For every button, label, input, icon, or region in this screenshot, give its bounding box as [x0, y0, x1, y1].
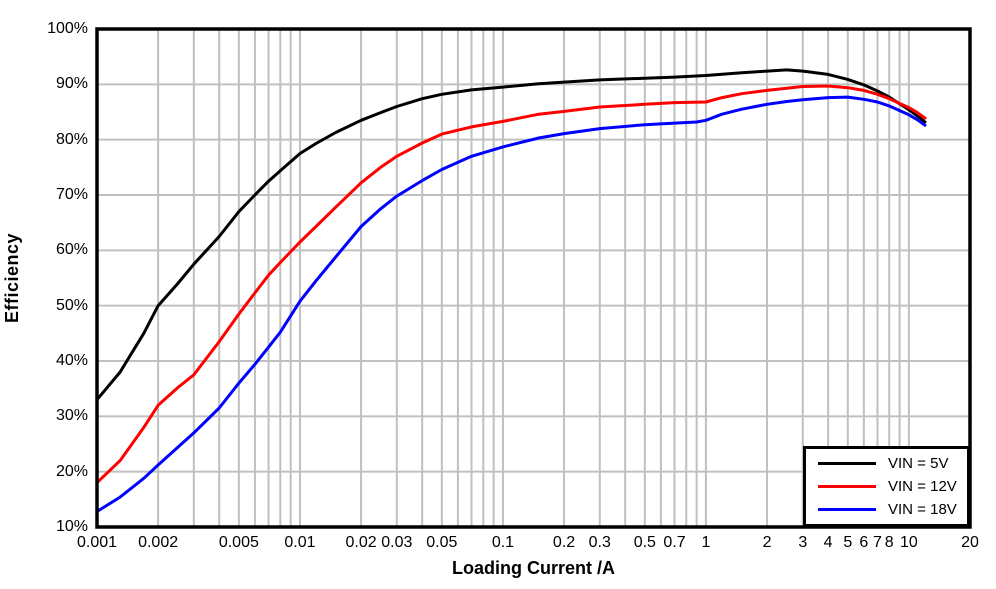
legend-item: VIN = 12V	[818, 478, 967, 495]
y-tick-label: 20%	[55, 462, 88, 480]
y-tick-label: 30%	[55, 407, 88, 425]
x-tick-label: 0.1	[491, 534, 515, 551]
x-tick-label: 20	[961, 534, 979, 551]
y-tick-label: 90%	[55, 75, 88, 93]
plot-frame	[95, 27, 972, 529]
legend-line-swatch	[818, 462, 876, 465]
legend-item-label: VIN = 5V	[888, 455, 949, 472]
x-tick-label: 5	[843, 534, 853, 551]
x-axis-title: Loading Current /A	[452, 558, 615, 578]
y-tick-label: 40%	[55, 352, 88, 369]
y-tick-label: 80%	[55, 130, 88, 148]
y-tick-label: 50%	[55, 296, 88, 314]
x-tick-label: 0.03	[381, 534, 413, 551]
x-tick-label: 1	[701, 534, 711, 551]
legend: VIN = 5V VIN = 12V VIN = 18V	[803, 446, 970, 527]
y-axis-title: Efficiency	[2, 232, 22, 324]
x-tick-label: 8	[884, 534, 894, 551]
x-tick-label: 0.002	[138, 534, 179, 551]
legend-item: VIN = 5V	[818, 455, 967, 472]
y-tick-label: 60%	[55, 241, 88, 259]
series-line-0	[95, 68, 927, 402]
y-tick-label: 100%	[47, 20, 88, 37]
x-tick-label: 0.7	[663, 534, 686, 551]
x-tick-label: 6	[859, 534, 869, 551]
x-tick-label: 0.2	[552, 534, 576, 551]
x-tick-label: 0.05	[426, 534, 458, 551]
legend-line-swatch	[818, 485, 876, 488]
x-tick-label: 0.3	[588, 534, 611, 551]
x-tick-label: 3	[798, 534, 808, 551]
x-tick-label: 0.01	[284, 534, 316, 551]
y-tick-label: 70%	[55, 186, 88, 203]
x-tick-label: 0.5	[633, 534, 656, 551]
legend-item: VIN = 18V	[818, 501, 967, 518]
y-tick-label: 10%	[55, 518, 88, 535]
legend-item-label: VIN = 12V	[888, 478, 957, 495]
legend-item-label: VIN = 18V	[888, 501, 957, 518]
x-tick-label: 0.02	[345, 534, 377, 551]
x-tick-label: 2	[762, 534, 772, 551]
series-line-1	[95, 84, 927, 485]
x-tick-label: 0.001	[76, 534, 118, 551]
x-tick-label: 7	[873, 534, 882, 551]
x-tick-label: 0.005	[218, 534, 259, 551]
x-tick-label: 4	[823, 534, 833, 551]
x-tick-label: 10	[899, 534, 918, 551]
legend-line-swatch	[818, 508, 876, 511]
series-line-2	[95, 95, 927, 513]
